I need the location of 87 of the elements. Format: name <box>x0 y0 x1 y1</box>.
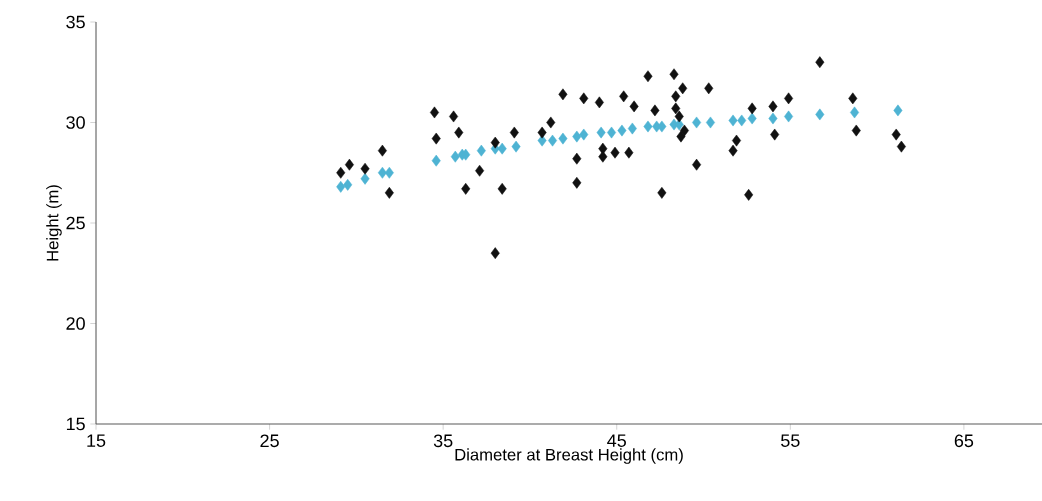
point <box>511 140 521 153</box>
y-tick-label: 20 <box>66 317 85 330</box>
y-tick-label: 35 <box>66 15 85 29</box>
point <box>815 108 825 121</box>
point <box>643 70 653 83</box>
point <box>596 126 606 139</box>
y-tick-label: 30 <box>66 116 85 129</box>
x-tick-label: 15 <box>87 434 106 447</box>
point <box>784 110 794 123</box>
point <box>671 102 681 115</box>
point <box>728 144 738 157</box>
point <box>449 110 459 123</box>
point <box>896 140 906 153</box>
point <box>815 56 825 69</box>
point <box>768 100 778 113</box>
point <box>643 120 653 133</box>
y-axis-title: Height (m) <box>46 185 62 261</box>
point <box>851 124 861 137</box>
point <box>490 136 500 149</box>
point <box>737 114 747 127</box>
point <box>384 166 394 179</box>
point <box>768 112 778 125</box>
point <box>784 92 794 105</box>
point <box>572 152 582 165</box>
point <box>558 132 568 145</box>
x-tick-label: 55 <box>781 434 800 447</box>
point <box>891 128 901 141</box>
point <box>594 96 604 109</box>
point <box>537 126 547 139</box>
point <box>674 110 684 123</box>
point <box>450 150 460 163</box>
point <box>475 164 485 177</box>
point <box>747 102 757 115</box>
point <box>377 144 387 157</box>
point <box>704 82 714 95</box>
point <box>610 146 620 159</box>
x-axis-title: Diameter at Breast Height (cm) <box>455 448 683 464</box>
x-tick-label: 45 <box>607 434 626 447</box>
point <box>336 166 346 179</box>
point <box>497 182 507 195</box>
point <box>770 128 780 141</box>
y-tick-label: 15 <box>66 417 85 431</box>
x-tick-label: 35 <box>433 434 453 448</box>
point <box>384 186 394 199</box>
point <box>692 158 702 171</box>
point <box>377 166 387 179</box>
point <box>343 178 353 191</box>
point <box>627 122 637 135</box>
point <box>490 247 500 260</box>
point <box>692 116 702 129</box>
x-tick-label: 25 <box>260 434 279 448</box>
point <box>509 126 519 139</box>
point <box>728 114 738 127</box>
point <box>579 128 589 141</box>
point <box>678 82 688 95</box>
point <box>669 68 679 81</box>
point <box>476 144 486 157</box>
point <box>893 104 903 117</box>
point <box>344 158 354 171</box>
point <box>558 88 568 101</box>
point <box>848 92 858 105</box>
point <box>850 106 860 119</box>
point <box>572 176 582 189</box>
point <box>360 172 370 185</box>
point <box>431 132 441 145</box>
point <box>497 142 507 155</box>
point <box>629 100 639 113</box>
point <box>619 90 629 103</box>
point <box>360 162 370 175</box>
point <box>572 130 582 143</box>
point <box>676 130 686 143</box>
point <box>650 104 660 117</box>
point <box>744 188 754 201</box>
point <box>336 180 346 193</box>
point <box>679 124 689 137</box>
point <box>671 90 681 103</box>
point <box>461 182 471 195</box>
point <box>617 124 627 137</box>
y-tick-label: 25 <box>66 216 85 230</box>
x-tick-label: 65 <box>954 434 974 448</box>
point <box>546 116 556 129</box>
point <box>624 146 634 159</box>
point <box>579 92 589 105</box>
point <box>747 112 757 125</box>
point <box>454 126 464 139</box>
point <box>431 154 441 167</box>
point <box>657 186 667 199</box>
